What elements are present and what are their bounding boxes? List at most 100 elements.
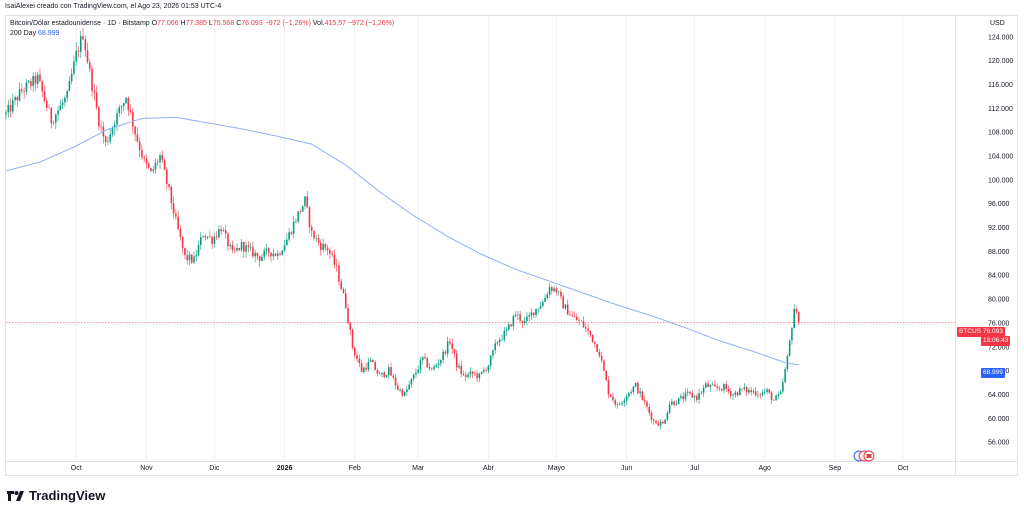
candle-body	[344, 293, 347, 309]
candle-body	[725, 383, 728, 389]
ma-legend-label: 200 Day	[10, 30, 37, 37]
ma-layer	[5, 116, 799, 366]
chart-frame[interactable]	[5, 15, 1018, 476]
candle-body	[292, 221, 295, 234]
candle-body	[460, 365, 463, 375]
candle-body	[662, 421, 664, 424]
candle-body	[777, 394, 780, 396]
candle-body	[333, 254, 336, 265]
candle-body	[451, 343, 453, 349]
candle-body	[639, 391, 641, 394]
candle-body	[197, 245, 200, 256]
candle-body	[168, 183, 170, 187]
candle-body	[14, 97, 16, 101]
candle-body	[236, 248, 238, 251]
candle-body	[535, 308, 537, 316]
candle-body	[322, 243, 324, 250]
close-label: C	[236, 20, 242, 27]
candle-body	[714, 384, 716, 387]
candle-body	[172, 203, 175, 214]
candle-body	[689, 391, 691, 394]
candle-body	[512, 316, 515, 327]
candle-body	[517, 314, 519, 316]
candle-body	[548, 287, 551, 295]
candle-body	[555, 288, 558, 293]
ma-200-line	[5, 116, 799, 366]
candle-body	[338, 265, 340, 282]
candle-body	[415, 372, 417, 375]
candle-body	[240, 242, 243, 250]
candle-body	[612, 396, 614, 401]
grid-layer	[6, 16, 955, 460]
candle-body	[30, 81, 32, 86]
candle-body	[36, 74, 39, 84]
candle-body	[86, 50, 89, 63]
candle-body	[566, 304, 569, 315]
candle-body	[122, 103, 125, 107]
candle-body	[304, 196, 306, 206]
candle-body	[748, 389, 750, 393]
candle-body	[625, 396, 628, 401]
candle-body	[77, 50, 80, 52]
candle-body	[444, 351, 447, 354]
high-value: 77.385	[185, 20, 207, 27]
candle-body	[532, 312, 535, 316]
candle-body	[392, 375, 395, 378]
candle-body	[587, 328, 589, 331]
candle-body	[378, 373, 381, 375]
candle-body	[188, 254, 191, 261]
candle-body	[519, 314, 521, 321]
x-tick-label: 2026	[277, 465, 293, 472]
candle-body	[213, 236, 216, 244]
candle-body	[215, 236, 218, 238]
volume-change-value: −972 (−1,26%)	[347, 20, 395, 27]
candle-body	[263, 250, 265, 257]
candle-body	[385, 375, 388, 378]
candle-body	[637, 382, 639, 394]
candle-body	[41, 81, 44, 92]
candle-body	[224, 230, 227, 234]
x-tick-label: Jul	[690, 465, 699, 472]
candle-body	[727, 388, 730, 392]
open-value: 77.066	[157, 20, 179, 27]
candle-body	[630, 392, 632, 393]
candle-body	[64, 97, 66, 103]
candle-body	[387, 367, 390, 376]
candle-body	[227, 233, 229, 247]
candle-body	[589, 330, 592, 335]
candle-body	[301, 205, 304, 212]
candle-body	[265, 248, 268, 251]
y-tick-label: 76.000	[988, 320, 1010, 327]
candle-body	[326, 247, 329, 251]
candle-body	[12, 100, 14, 112]
candle-body	[356, 354, 358, 359]
candle-body	[782, 382, 784, 392]
candle-body	[585, 327, 587, 329]
candle-body	[659, 421, 662, 426]
candle-body	[489, 355, 492, 366]
candle-body	[381, 372, 383, 375]
candle-body	[193, 256, 195, 263]
candle-body	[508, 324, 510, 330]
flag-events-icon[interactable]	[853, 450, 875, 462]
candle-body	[315, 238, 318, 239]
currency-label[interactable]: USD	[990, 20, 1005, 27]
candle-body	[709, 385, 712, 387]
candle-body	[75, 50, 78, 62]
candle-body	[329, 250, 331, 254]
candle-body	[741, 388, 743, 390]
tradingview-logo[interactable]: TradingView	[7, 488, 105, 503]
candle-body	[190, 254, 193, 263]
candle-body	[52, 122, 55, 124]
candle-body	[691, 393, 694, 398]
candle-body	[745, 387, 748, 393]
candle-body	[109, 134, 111, 142]
candle-body	[718, 387, 721, 389]
candle-body	[573, 316, 576, 317]
candle-body	[598, 352, 601, 356]
candle-body	[797, 311, 800, 323]
candle-body	[788, 340, 791, 357]
ma-row: 200 Day 68.999	[10, 29, 394, 39]
candle-body	[261, 256, 263, 261]
